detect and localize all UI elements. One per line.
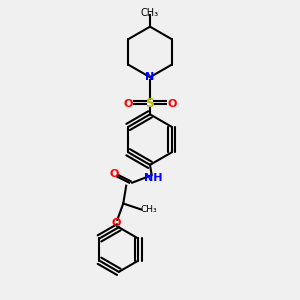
Text: O: O bbox=[111, 218, 121, 228]
Text: O: O bbox=[110, 169, 119, 179]
Text: CH₃: CH₃ bbox=[140, 205, 157, 214]
Text: CH₃: CH₃ bbox=[141, 8, 159, 18]
Text: S: S bbox=[146, 98, 154, 110]
Text: N: N bbox=[146, 72, 154, 82]
Text: O: O bbox=[123, 99, 132, 109]
Text: O: O bbox=[168, 99, 177, 109]
Text: NH: NH bbox=[144, 173, 162, 183]
